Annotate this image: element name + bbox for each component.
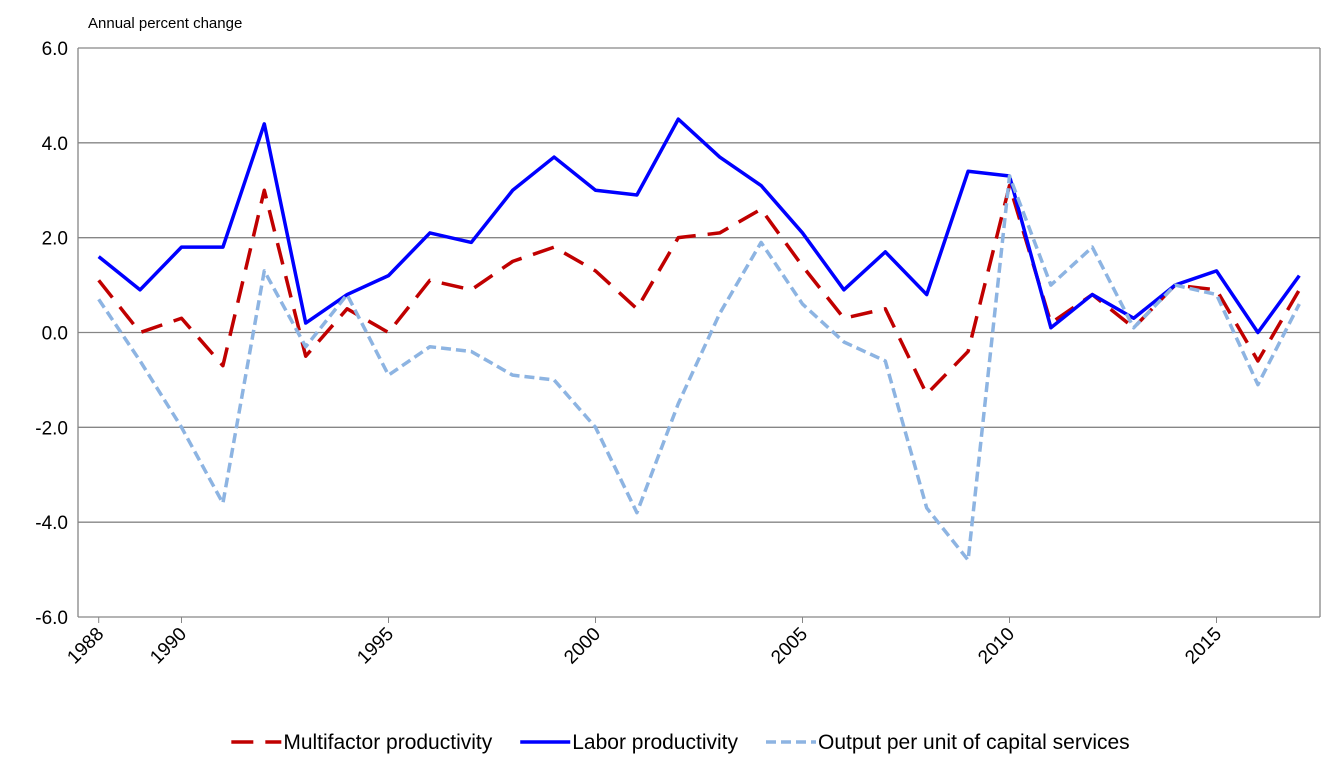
legend-item: Labor productivity: [520, 731, 738, 754]
legend-label: Multifactor productivity: [283, 731, 492, 754]
y-tick-label: -2.0: [35, 418, 68, 439]
legend-item: Multifactor productivity: [231, 731, 493, 754]
legend-item: Output per unit of capital services: [766, 731, 1130, 754]
legend-label: Output per unit of capital services: [818, 731, 1130, 754]
x-tick-label: 1990: [146, 624, 191, 669]
series-line: [97, 183, 1301, 396]
legend: Multifactor productivity Labor productivi…: [231, 731, 1130, 754]
series-line: [97, 117, 1301, 335]
y-tick-label: 4.0: [42, 134, 68, 155]
y-tick-label: 0.0: [42, 324, 68, 345]
y-axis-label: Annual percent change: [88, 15, 242, 32]
x-tick-label: 2000: [560, 624, 605, 669]
y-tick-label: 6.0: [42, 39, 68, 60]
x-tick-label: 1988: [63, 624, 108, 669]
x-tick-label: 2005: [767, 624, 812, 669]
x-tick-label: 2015: [1181, 624, 1226, 669]
y-tick-label: -4.0: [35, 513, 68, 534]
legend-label: Labor productivity: [572, 731, 738, 754]
y-tick-label: -6.0: [35, 608, 68, 629]
x-tick-label: 1995: [353, 624, 398, 669]
x-tick-label: 2010: [974, 624, 1019, 669]
series-line: [97, 174, 1301, 562]
y-tick-label: 2.0: [42, 229, 68, 250]
